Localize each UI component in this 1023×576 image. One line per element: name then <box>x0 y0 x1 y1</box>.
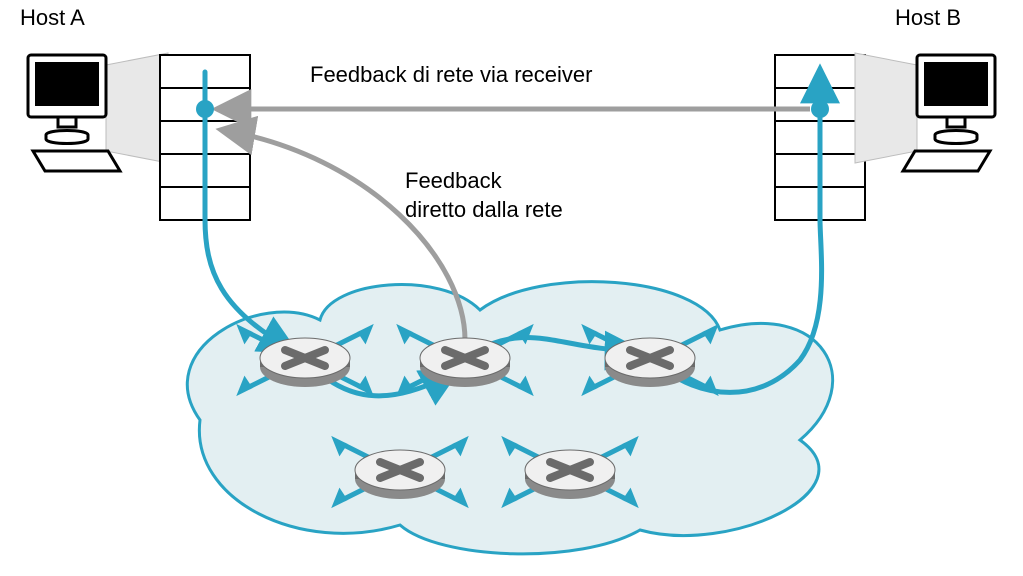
router-r5 <box>506 441 634 503</box>
feedback-direct-label-l1: Feedback <box>405 168 502 194</box>
router-r4 <box>336 441 464 503</box>
router-r3 <box>586 329 714 391</box>
router-r2 <box>401 329 529 391</box>
router-r1 <box>241 329 369 391</box>
host-b-label: Host B <box>895 5 961 31</box>
feedback-direct-label-l2: diretto dalla rete <box>405 197 563 223</box>
host-a-label: Host A <box>20 5 85 31</box>
feedback-receiver-label: Feedback di rete via receiver <box>310 62 592 88</box>
host-b-computer <box>855 53 995 171</box>
host-b-pin <box>811 100 829 118</box>
network-cloud <box>187 282 832 554</box>
host-a-computer <box>28 53 168 171</box>
host-a-pin <box>196 100 214 118</box>
